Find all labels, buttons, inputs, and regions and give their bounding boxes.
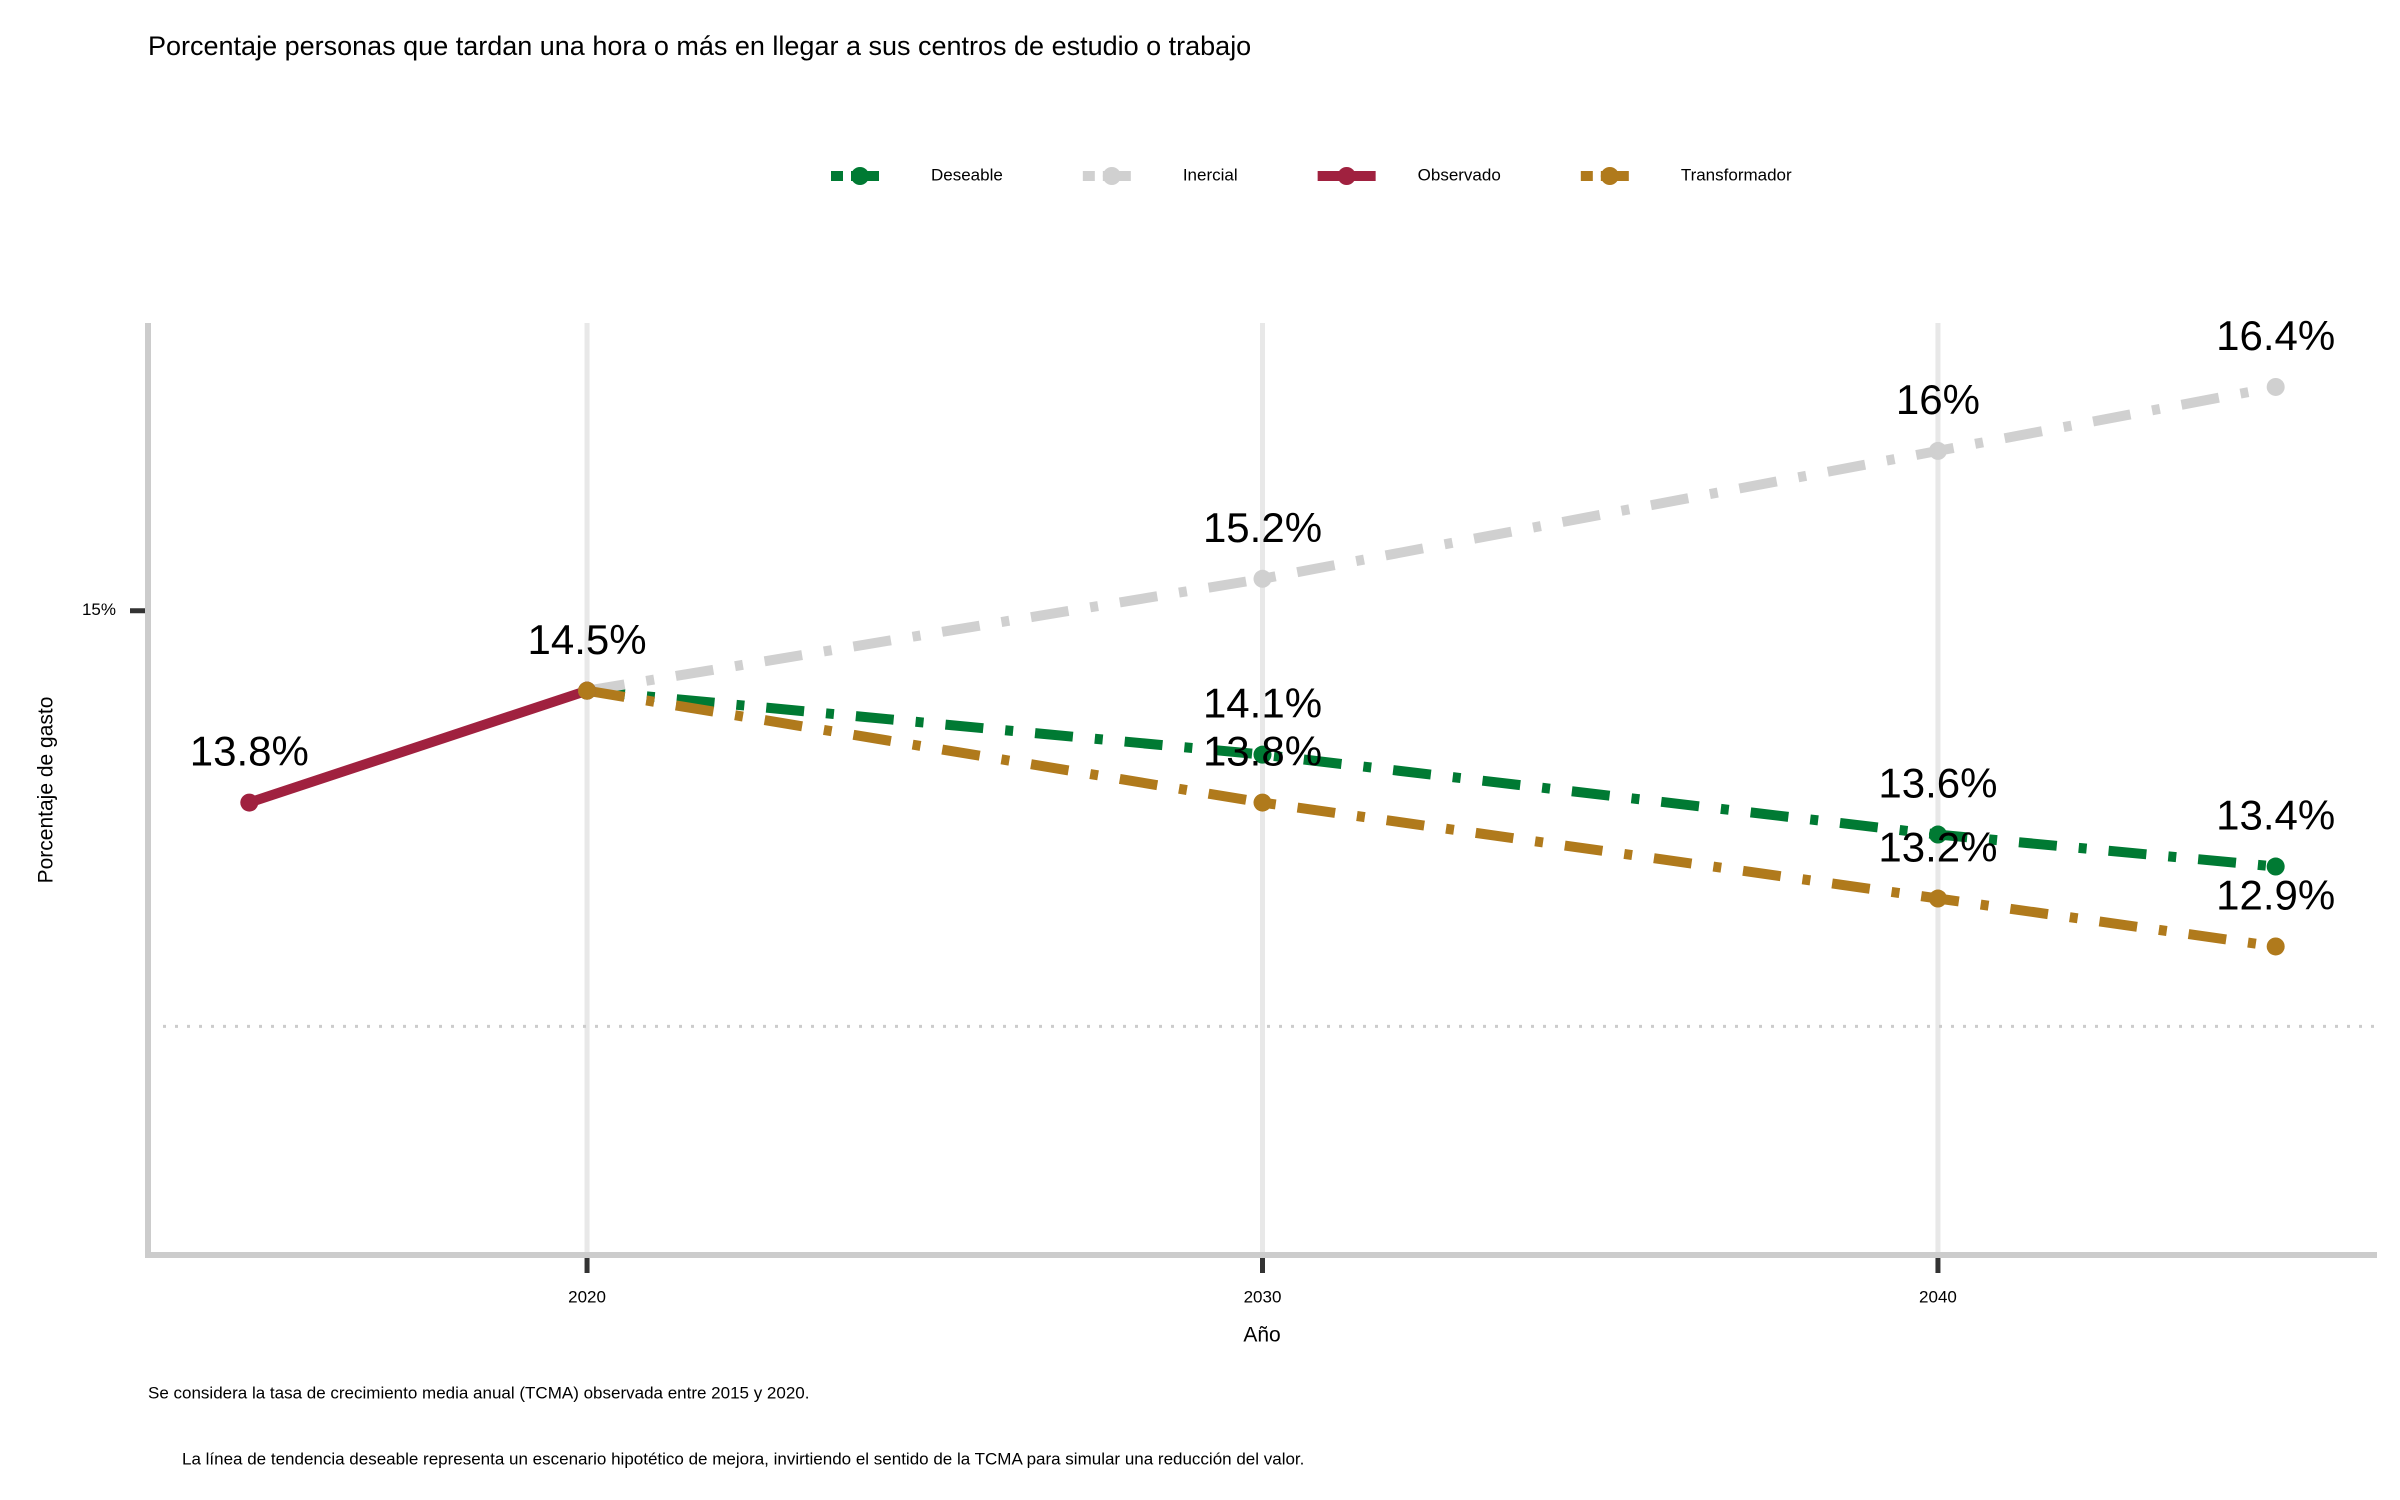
legend-label: Observado — [1418, 165, 1501, 184]
footnote: Se considera la tasa de crecimiento medi… — [148, 1383, 809, 1402]
data-label: 13.6% — [1878, 760, 1997, 807]
series-line — [586, 382, 2277, 696]
footnote: La línea de tendencia deseable represent… — [182, 1449, 1304, 1468]
point — [1253, 745, 1272, 764]
series-line — [247, 685, 589, 808]
y-tick-label: 15% — [82, 600, 116, 619]
data-label: 13.2% — [1878, 824, 1997, 871]
point — [1928, 441, 1947, 460]
point — [1253, 569, 1272, 588]
data-label: 13.4% — [2216, 792, 2335, 839]
legend-marker — [851, 167, 869, 185]
point — [240, 793, 259, 812]
x-tick-label: 2020 — [568, 1287, 606, 1306]
point — [578, 681, 597, 700]
legend-marker — [1600, 167, 1619, 185]
data-label: 14.5% — [527, 616, 646, 663]
point — [2266, 377, 2285, 396]
legend-label: Inercial — [1183, 165, 1238, 184]
point — [2266, 857, 2285, 876]
chart-title: Porcentaje personas que tardan una hora … — [148, 31, 1251, 61]
data-label: 12.9% — [2216, 872, 2335, 919]
point — [1928, 825, 1947, 844]
data-label: 16.4% — [2216, 312, 2335, 359]
point — [1253, 793, 1272, 812]
legend-label: Transformador — [1681, 165, 1792, 184]
y-axis-label: Porcentaje de gasto — [35, 697, 58, 884]
x-tick-label: 2040 — [1919, 1287, 1957, 1306]
x-tick-label: 2030 — [1244, 1287, 1282, 1306]
data-label: 13.8% — [190, 728, 309, 775]
data-label: 13.8% — [1203, 728, 1322, 775]
data-label: 16% — [1896, 376, 1980, 423]
point — [2266, 937, 2285, 956]
series-line — [586, 685, 2277, 872]
series-line — [586, 685, 2277, 952]
legend-label: Deseable — [931, 165, 1003, 184]
x-axis-label: Año — [1243, 1324, 1280, 1347]
legend-marker — [1102, 167, 1121, 185]
data-label: 14.1% — [1203, 680, 1322, 727]
point — [1928, 889, 1947, 908]
data-label: 15.2% — [1203, 504, 1322, 551]
legend-marker — [1337, 167, 1356, 185]
